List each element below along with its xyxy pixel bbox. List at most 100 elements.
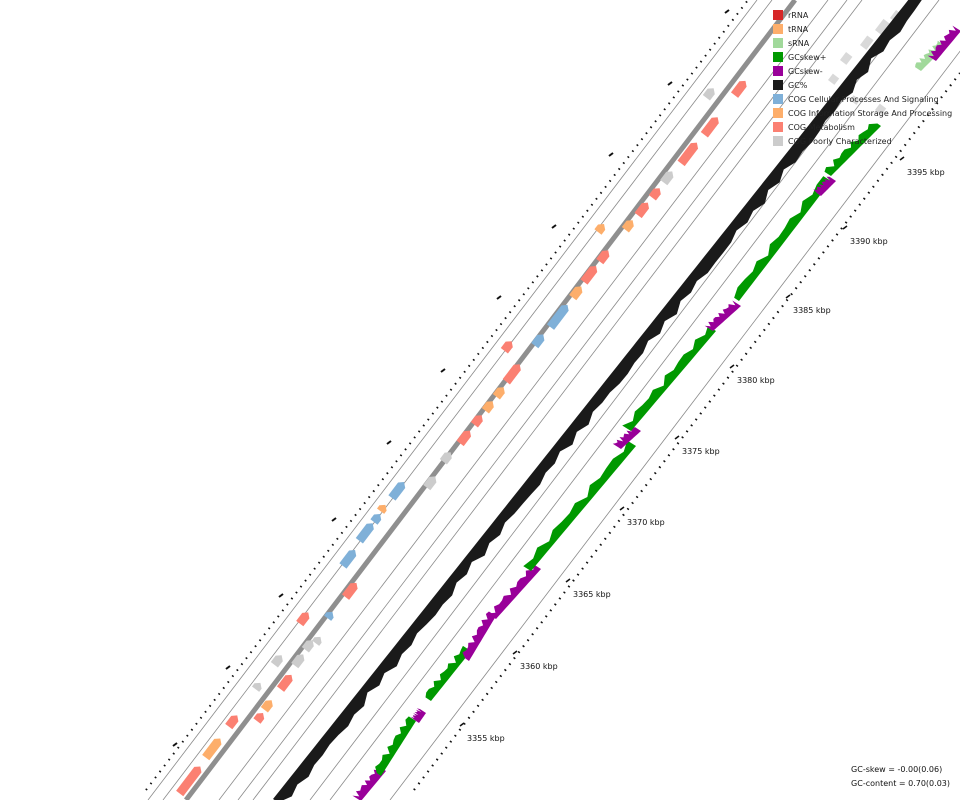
legend-item-gcskew-plus: GCskew+ [773,50,952,64]
legend-swatch [773,10,783,20]
legend-item-cog-metabolism: COG Metabolism [773,120,952,134]
cds-feature [276,674,293,692]
legend-item-trna: tRNA [773,22,952,36]
major-ticks [459,156,905,727]
legend-label: COG Information Storage And Processing [788,108,953,118]
tick-labels: 3355 kbp 3360 kbp 3365 kbp 3370 kbp 3375 kbp… [467,168,945,743]
legend-label: COG Poorly Characterized [788,136,892,146]
outer-tick [724,9,730,14]
scale-tick [565,578,571,583]
guide-line [162,0,773,800]
top-feature-block [860,35,874,50]
cds-feature [376,504,387,514]
scale-label: 3360 kbp [520,662,558,671]
guide-line [252,0,863,800]
cds-feature [339,550,357,569]
legend-label: GC% [788,80,808,90]
gc-skew-segment [704,300,741,331]
outer-tick [225,665,231,670]
cds-feature [500,341,513,354]
cds-feature [370,514,382,525]
cds-feature [648,188,661,201]
cds-feature [481,401,494,414]
outer-tick [278,593,284,598]
legend-item-rrna: rRNA [773,8,952,22]
legend-item-cog-cellular: COG Cellular Processes And Signaling [773,92,952,106]
legend-swatch [773,108,783,118]
cds-feature [225,715,239,730]
cds-feature [202,738,222,761]
legend-swatch [773,52,783,62]
scale-tick [459,722,465,727]
scale-label: 3355 kbp [467,734,505,743]
scale-label: 3395 kbp [907,168,945,177]
gc-skew-segment [622,325,716,431]
cds-feature [502,364,521,385]
inner-dotted-scale [413,72,960,791]
legend-item-srna: sRNA [773,36,952,50]
gc-skew-segment [734,176,831,301]
legend-swatch [773,38,783,48]
scale-label: 3385 kbp [793,306,831,315]
outer-tick [440,368,446,373]
legend-item-gc-percent: GC% [773,78,952,92]
cds-feature [301,640,314,653]
cds-feature [730,80,747,98]
scale-tick [619,506,625,511]
cds-feature [423,476,437,491]
cds-feature [596,250,610,265]
legend-swatch [773,94,783,104]
outer-tick [608,152,614,157]
cds-feature [569,286,583,301]
cds-feature [388,482,406,501]
outer-tick [331,517,337,522]
outer-tick [551,224,557,229]
cds-feature [702,88,715,101]
guide-line [218,0,829,800]
top-feature-block [875,103,887,115]
cds-feature [355,523,374,544]
gc-skew-plot [352,25,960,800]
gc-skew-segment [462,611,496,661]
cds-feature [470,415,483,428]
cds-feature [253,713,265,724]
scale-tick [729,364,735,369]
legend-label: GCskew- [788,66,823,76]
legend-swatch [773,122,783,132]
guide-line [329,0,940,800]
cds-feature [296,612,310,627]
cds-feature [700,117,719,138]
scale-label: 3370 kbp [627,518,665,527]
legend-label: tRNA [788,24,809,34]
gc-skew-segment [375,716,416,776]
scale-label: 3365 kbp [573,590,611,599]
top-feature-block [874,18,890,35]
outer-tick [172,742,178,747]
cds-feature [323,611,334,621]
cds-feature [634,202,650,219]
outer-dotted-scale [145,0,749,791]
cds-feature [311,636,322,646]
track-guide-lines [147,0,960,800]
scale-label: 3375 kbp [682,447,720,456]
cds-feature [251,682,262,692]
scale-tick [674,435,680,440]
cds-feature [677,142,699,167]
cds-feature [341,582,358,600]
top-feature-block [850,95,860,105]
legend-swatch [773,66,783,76]
cds-feature [270,655,283,668]
cds-feature [260,700,273,713]
genome-backbone [184,0,797,800]
cds-feature [546,304,569,330]
cds-feature [531,334,545,349]
cds-feature [176,766,202,797]
legend-label: GCskew+ [788,52,827,62]
cds-feature [580,266,598,285]
cds-feature [621,220,634,233]
gc-content-band [273,0,922,800]
gc-skew-segment [612,427,641,449]
top-feature-block [840,52,853,65]
gc-skew-segment [352,765,386,800]
